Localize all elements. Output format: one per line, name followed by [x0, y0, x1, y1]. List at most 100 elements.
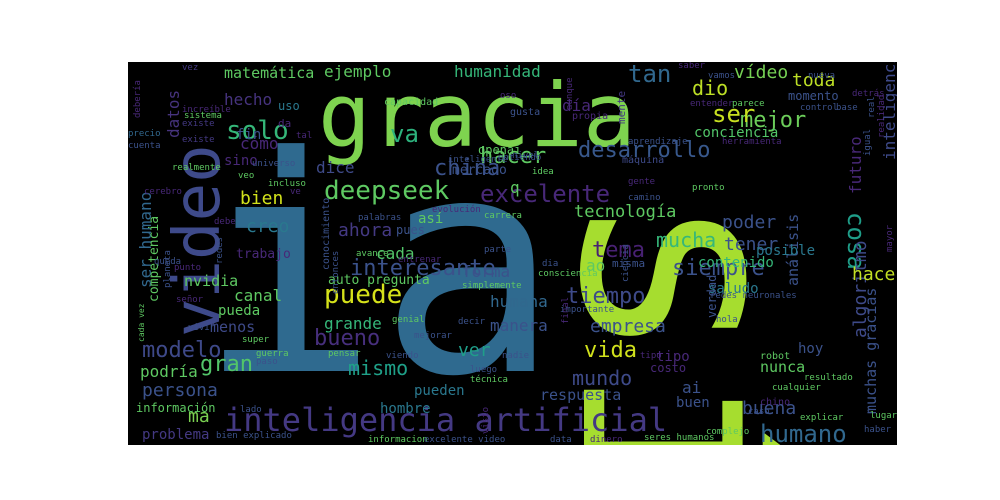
cloud-word: carrera: [484, 211, 522, 221]
cloud-word: ser: [712, 100, 756, 128]
cloud-word: menos: [210, 318, 256, 336]
cloud-word: tecnología: [574, 202, 677, 222]
cloud-word: puede: [324, 280, 403, 310]
cloud-word: haber: [864, 425, 892, 435]
cloud-word: ciencia: [621, 244, 631, 282]
cloud-word: parece: [732, 99, 765, 109]
cloud-word: propia: [572, 111, 609, 122]
cloud-word: bien: [240, 188, 284, 209]
cloud-word: ao: [586, 256, 606, 275]
cloud-word: pronto: [692, 183, 725, 193]
cloud-word: lugar: [870, 411, 897, 421]
cloud-word: tipo: [656, 349, 690, 365]
cloud-word: nueva: [808, 71, 836, 81]
cloud-word: trabajo: [236, 247, 291, 262]
cloud-word: hecho: [224, 90, 273, 109]
cloud-word: guerra: [256, 349, 289, 359]
cloud-word: mismo: [348, 356, 409, 380]
cloud-word: excelente video: [424, 435, 506, 445]
cloud-word: mercado: [452, 163, 507, 178]
cloud-word: poder: [722, 212, 777, 233]
cloud-word: dia: [542, 259, 559, 269]
cloud-word: ia: [198, 93, 560, 442]
cloud-word: planeta: [163, 250, 173, 288]
cloud-word: nvidia: [184, 272, 239, 290]
cloud-word: informacion: [368, 435, 428, 445]
cloud-word: humanidad: [454, 62, 541, 81]
cloud-word: datos: [164, 89, 183, 138]
cloud-word: buen: [676, 395, 710, 411]
cloud-word: aunque: [565, 77, 575, 110]
cloud-word: mejorar: [414, 331, 452, 341]
cloud-word: incluso: [268, 179, 306, 189]
cloud-word: humana: [490, 292, 548, 311]
cloud-word: sistema: [184, 111, 222, 121]
cloud-word: viendo: [386, 351, 419, 361]
cloud-word: ahora: [338, 220, 393, 241]
cloud-word: sino: [224, 153, 258, 169]
cloud-word: cada: [376, 244, 415, 263]
cloud-word: final: [561, 296, 571, 324]
cloud-word: problema: [142, 427, 210, 443]
cloud-word: ver: [458, 340, 491, 361]
cloud-word: hace: [852, 264, 896, 285]
cloud-word: mejor: [740, 108, 807, 133]
cloud-word: oso: [500, 91, 517, 101]
cloud-word: seres humanos: [644, 433, 715, 443]
cloud-word: nadie: [502, 351, 530, 361]
cloud-word: tal: [296, 131, 313, 141]
cloud-word: cómo: [240, 134, 279, 153]
cloud-word: idea: [532, 167, 554, 177]
cloud-word: buena: [742, 398, 797, 419]
cloud-word: saludo: [708, 281, 759, 297]
cloud-word: paso: [256, 357, 278, 367]
cloud-word: bueno: [314, 326, 381, 351]
cloud-word: aprendizaje: [628, 137, 688, 147]
cloud-word: bien explicado: [216, 431, 292, 441]
cloud-word: tan: [628, 62, 672, 88]
cloud-word: luego: [470, 365, 498, 375]
cloud-word: simplemente: [462, 281, 522, 291]
cloud-word: contenido: [698, 255, 774, 271]
cloud-word: manera: [490, 316, 548, 335]
cloud-word: así: [418, 211, 444, 227]
cloud-word: importante: [560, 305, 615, 315]
cloud-word: cada vez: [137, 303, 146, 342]
cloud-word: va: [390, 120, 419, 148]
cloud-word: punto: [174, 263, 202, 273]
cloud-word: dio: [692, 76, 729, 100]
cloud-word: hola: [716, 315, 738, 325]
cloud-word: cualquier: [772, 383, 821, 393]
cloud-word: vamos: [708, 71, 736, 81]
cloud-word: inteligencia artificial: [224, 401, 668, 439]
cloud-word: pueda: [218, 303, 261, 319]
cloud-word: universo: [252, 159, 296, 169]
cloud-word: auto pregunta: [328, 273, 430, 288]
cloud-word: lado: [240, 405, 262, 415]
cloud-word: consciencia: [538, 269, 598, 279]
cloud-word: inteligente: [448, 155, 508, 165]
cloud-word: super: [242, 335, 270, 345]
cloud-word: realidad: [877, 94, 887, 138]
cloud-word: creo: [246, 216, 290, 237]
cloud-word: robot: [760, 351, 791, 362]
cloud-word: china: [434, 156, 501, 181]
cloud-word: hoy: [798, 341, 824, 357]
cloud-word: real: [867, 96, 877, 118]
cloud-word: veo: [238, 171, 255, 181]
cloud-word: queda: [154, 257, 182, 267]
cloud-word: evolución: [432, 205, 481, 215]
cloud-word: decir: [458, 317, 486, 327]
cloud-word: da: [278, 117, 292, 130]
cloud-word: vez: [182, 63, 199, 73]
cloud-word: camino: [628, 193, 661, 203]
cloud-word: resultado: [804, 373, 853, 383]
cloud-word: explicar: [800, 413, 844, 423]
cloud-word: redes neuronales: [710, 291, 797, 301]
cloud-word: nivel: [512, 151, 540, 161]
cloud-word: futuro: [846, 136, 865, 194]
cloud-word: visto: [481, 406, 491, 434]
cloud-word: saber: [678, 62, 706, 71]
cloud-word: matemática: [224, 64, 315, 82]
cloud-word: modelo: [142, 338, 222, 363]
